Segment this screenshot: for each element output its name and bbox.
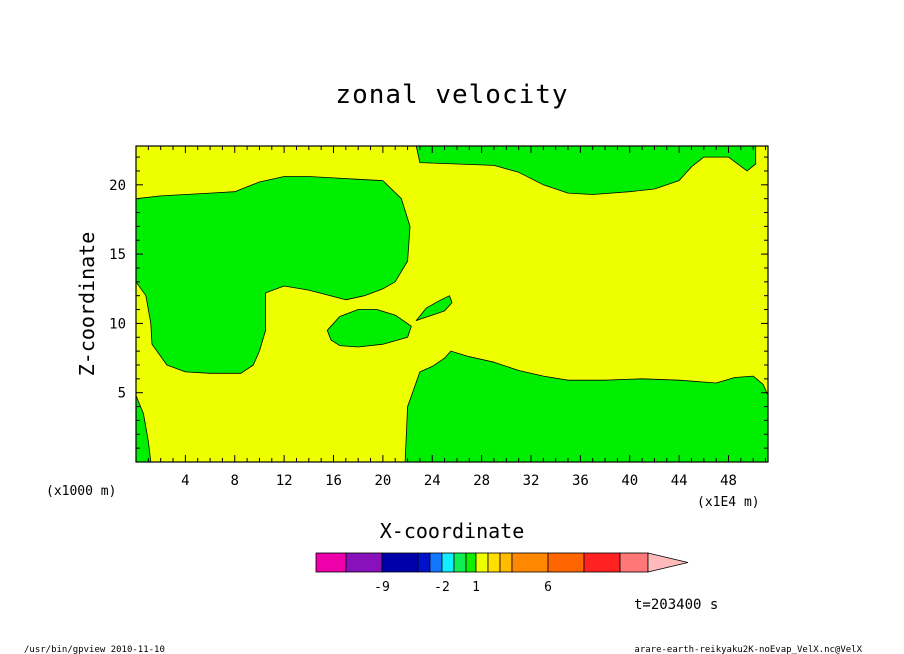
contour-region-0 [135, 176, 411, 374]
contour-region-2 [415, 295, 453, 322]
x-tick-label: 40 [621, 473, 638, 489]
x-tick-label: 36 [572, 473, 589, 489]
colorbar-extend-arrow [647, 552, 689, 573]
x-tick-label: 44 [671, 473, 688, 489]
colorbar-tick-label: 1 [472, 580, 480, 595]
colorbar-swatch [487, 552, 501, 573]
plot-frame [135, 145, 769, 463]
time-label: t=203400 s [634, 597, 718, 613]
x-tick-label: 4 [181, 473, 189, 489]
colorbar-swatch [315, 552, 347, 573]
contour-region-3 [415, 145, 757, 195]
x-tick-label: 20 [374, 473, 391, 489]
x-tick-label: 16 [325, 473, 342, 489]
footer-right: arare-earth-reikyaku2K-noEvap_VelX.nc@Ve… [634, 645, 862, 654]
x-tick-label: 12 [276, 473, 293, 489]
contour-region-4 [404, 350, 769, 463]
colorbar-swatch [453, 552, 467, 573]
x-tick-label: 8 [231, 473, 239, 489]
colorbar-swatch [619, 552, 649, 573]
y-axis-ticks: 5 10 15 20 [109, 156, 768, 449]
colorbar-swatch [441, 552, 455, 573]
y-unit-label: (x1000 m) [46, 484, 116, 499]
x-tick-label: 28 [473, 473, 490, 489]
colorbar-swatch [547, 552, 585, 573]
colorbar-swatch [381, 552, 419, 573]
contour-region-1 [326, 309, 412, 348]
colorbar-tick-label: -9 [374, 580, 390, 595]
x-tick-label: 24 [424, 473, 441, 489]
colorbar-swatch [345, 552, 383, 573]
y-tick-label: 5 [118, 386, 126, 402]
x-axis-label: X-coordinate [380, 519, 525, 543]
x-axis-ticks: 4 8 12 16 20 24 28 32 36 40 44 48 [147, 146, 767, 489]
y-tick-label: 20 [109, 178, 126, 194]
colorbar: -9 -2 1 6 [315, 552, 689, 595]
colorbar-swatch [465, 552, 477, 573]
colorbar-swatch [583, 552, 621, 573]
colorbar-swatch [511, 552, 549, 573]
colorbar-swatch [475, 552, 489, 573]
colorbar-swatch [429, 552, 443, 573]
colorbar-tick-label: 6 [544, 580, 552, 595]
x-tick-label: 48 [720, 473, 737, 489]
y-axis-label: Z-coordinate [75, 232, 99, 377]
y-tick-label: 15 [109, 247, 126, 263]
colorbar-swatch [417, 552, 431, 573]
chart-title: zonal velocity [335, 80, 568, 110]
x-tick-label: 32 [523, 473, 540, 489]
y-tick-label: 10 [109, 316, 126, 332]
colorbar-swatch [499, 552, 513, 573]
x-unit-label: (x1E4 m) [697, 495, 760, 510]
contour-regions [135, 145, 769, 463]
colorbar-tick-label: -2 [434, 580, 450, 595]
footer-left: /usr/bin/gpview 2010-11-10 [24, 645, 165, 654]
